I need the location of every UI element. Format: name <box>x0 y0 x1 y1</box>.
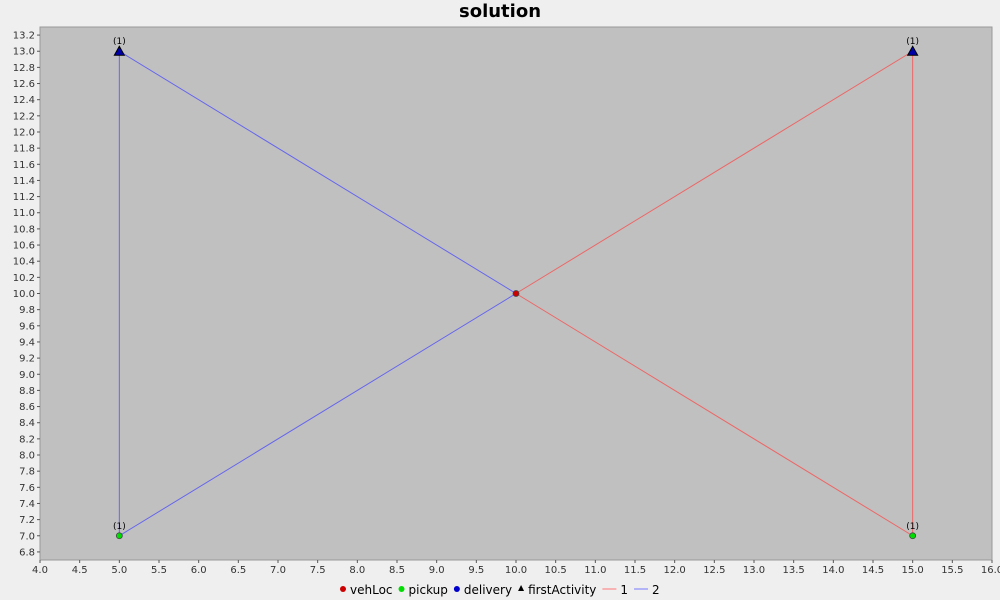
legend-label: delivery <box>464 583 512 597</box>
points-layer: (1) (1) (1) (1) <box>113 37 919 540</box>
x-tick-label: 14.5 <box>862 565 884 576</box>
x-tick-label: 4.0 <box>32 565 48 576</box>
legend-item: vehLoc <box>340 583 393 597</box>
legend-label: 2 <box>652 583 660 597</box>
y-tick-label: 8.2 <box>19 434 35 445</box>
x-tick-label: 15.5 <box>941 565 963 576</box>
y-tick-label: 7.0 <box>19 531 35 542</box>
legend-item: pickup <box>398 583 448 597</box>
y-tick-label: 7.4 <box>19 499 35 510</box>
y-tick-label: 11.0 <box>13 208 35 219</box>
y-tick-label: 12.2 <box>13 111 35 122</box>
y-tick-label: 8.8 <box>19 386 35 397</box>
y-tick-label: 13.0 <box>13 47 35 58</box>
x-axis: 4.0 4.5 5.0 5.5 6.0 6.5 7.0 7.5 8.0 8.5 9.0 9.5 10.0… <box>32 560 1000 576</box>
x-tick-label: 6.0 <box>191 565 207 576</box>
legend-item: 2 <box>634 583 660 597</box>
x-tick-label: 12.0 <box>664 565 686 576</box>
x-tick-label: 4.5 <box>72 565 88 576</box>
y-tick-label: 9.6 <box>19 321 35 332</box>
y-tick-label: 10.2 <box>13 273 35 284</box>
x-tick-label: 10.5 <box>545 565 567 576</box>
point-firstActivity <box>906 45 919 56</box>
x-tick-label: 15.0 <box>902 565 924 576</box>
x-tick-label: 10.0 <box>505 565 527 576</box>
y-axis: 6.8 7.0 7.2 7.4 7.6 7.8 8.0 8.2 8.4 8.6 8.8 9.0 9.2 9… <box>13 31 40 558</box>
y-tick-label: 12.4 <box>13 95 35 106</box>
x-tick-label: 5.5 <box>151 565 167 576</box>
y-tick-label: 12.0 <box>13 127 35 138</box>
y-tick-label: 11.6 <box>13 160 35 171</box>
y-tick-label: 12.8 <box>13 63 35 74</box>
legend-label: 1 <box>620 583 628 597</box>
y-tick-label: 7.2 <box>19 515 35 526</box>
x-tick-label: 16.0 <box>981 565 1000 576</box>
legend-marker <box>453 586 460 592</box>
point-firstActivity <box>113 45 126 56</box>
legend-marker <box>518 585 525 591</box>
y-tick-label: 11.8 <box>13 144 35 155</box>
x-tick-label: 9.5 <box>468 565 484 576</box>
legend: vehLoc pickup delivery firstActivity 1 2 <box>340 583 660 597</box>
y-tick-label: 11.2 <box>13 192 35 203</box>
y-tick-label: 7.6 <box>19 483 35 494</box>
route-line-1 <box>515 50 914 537</box>
y-tick-label: 8.4 <box>19 418 35 429</box>
point-label: (1) <box>906 522 919 532</box>
x-tick-label: 9.0 <box>429 565 445 576</box>
x-tick-label: 11.5 <box>624 565 646 576</box>
x-tick-label: 8.5 <box>389 565 405 576</box>
x-tick-label: 13.0 <box>743 565 765 576</box>
point-vehLoc <box>512 290 520 297</box>
y-tick-label: 9.2 <box>19 354 35 365</box>
chart-title: solution <box>458 1 542 22</box>
y-tick-label: 6.8 <box>19 547 35 558</box>
x-tick-label: 7.0 <box>270 565 286 576</box>
legend-marker <box>398 586 405 592</box>
point-pickup <box>909 532 917 540</box>
legend-item: 1 <box>602 583 628 597</box>
legend-label: pickup <box>409 583 448 597</box>
legend-marker <box>340 586 346 592</box>
y-tick-label: 10.8 <box>13 224 35 235</box>
point-label: (1) <box>906 37 919 47</box>
y-tick-label: 8.6 <box>19 402 35 413</box>
y-tick-label: 10.0 <box>13 289 35 300</box>
x-tick-label: 5.0 <box>111 565 127 576</box>
route-line-2 <box>118 50 517 537</box>
y-tick-label: 8.0 <box>19 451 35 462</box>
y-tick-label: 9.4 <box>19 337 35 348</box>
legend-item: delivery <box>453 583 512 597</box>
x-tick-label: 13.5 <box>783 565 805 576</box>
legend-label: vehLoc <box>350 583 393 597</box>
x-tick-label: 8.0 <box>349 565 365 576</box>
y-tick-label: 12.6 <box>13 79 35 90</box>
x-tick-label: 11.0 <box>584 565 606 576</box>
y-tick-label: 11.4 <box>13 176 35 187</box>
x-tick-label: 7.5 <box>310 565 326 576</box>
point-label: (1) <box>113 522 126 532</box>
y-tick-label: 9.0 <box>19 370 35 381</box>
legend-label: firstActivity <box>528 583 596 597</box>
y-tick-label: 7.8 <box>19 467 35 478</box>
point-pickup <box>115 532 123 540</box>
y-tick-label: 10.4 <box>13 257 35 268</box>
point-label: (1) <box>113 37 126 47</box>
x-tick-label: 6.5 <box>230 565 246 576</box>
y-tick-label: 13.2 <box>13 31 35 42</box>
x-tick-label: 12.5 <box>703 565 725 576</box>
routes-layer <box>118 50 914 537</box>
x-tick-label: 14.0 <box>822 565 844 576</box>
legend-item: firstActivity <box>518 583 596 597</box>
y-tick-label: 9.8 <box>19 305 35 316</box>
y-tick-label: 10.6 <box>13 241 35 252</box>
